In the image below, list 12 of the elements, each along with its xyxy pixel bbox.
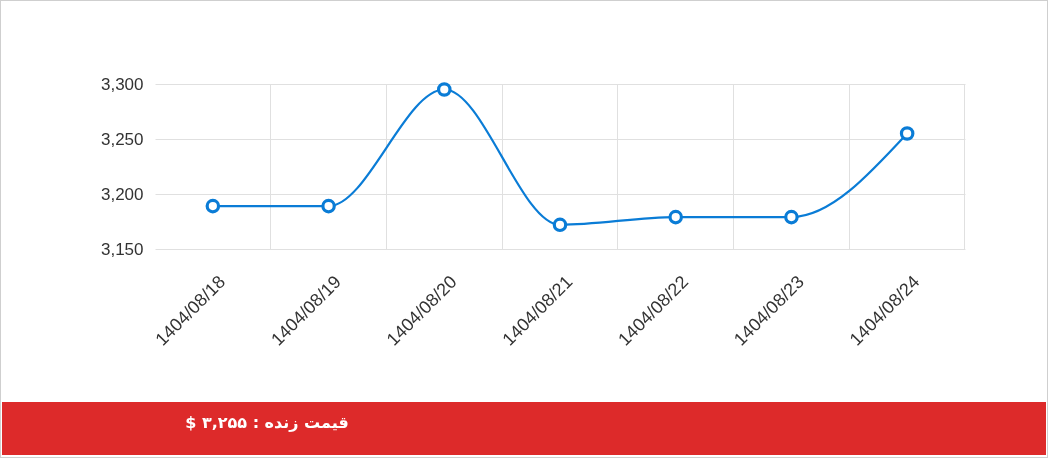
point (205, 198, 221, 214)
text: قیمت زنده : ۳,۲۵۵ $ (185, 413, 349, 434)
y-tick-label: 3,250 (100, 129, 144, 149)
point (899, 126, 915, 141)
y-tick-label: 3,300 (100, 74, 144, 94)
point (436, 82, 452, 97)
y-tick-label: 3,200 (100, 184, 144, 204)
point (321, 198, 336, 214)
point (552, 217, 568, 233)
point (784, 209, 799, 225)
point (668, 209, 684, 225)
y-tick-label: 3,150 (100, 239, 144, 259)
